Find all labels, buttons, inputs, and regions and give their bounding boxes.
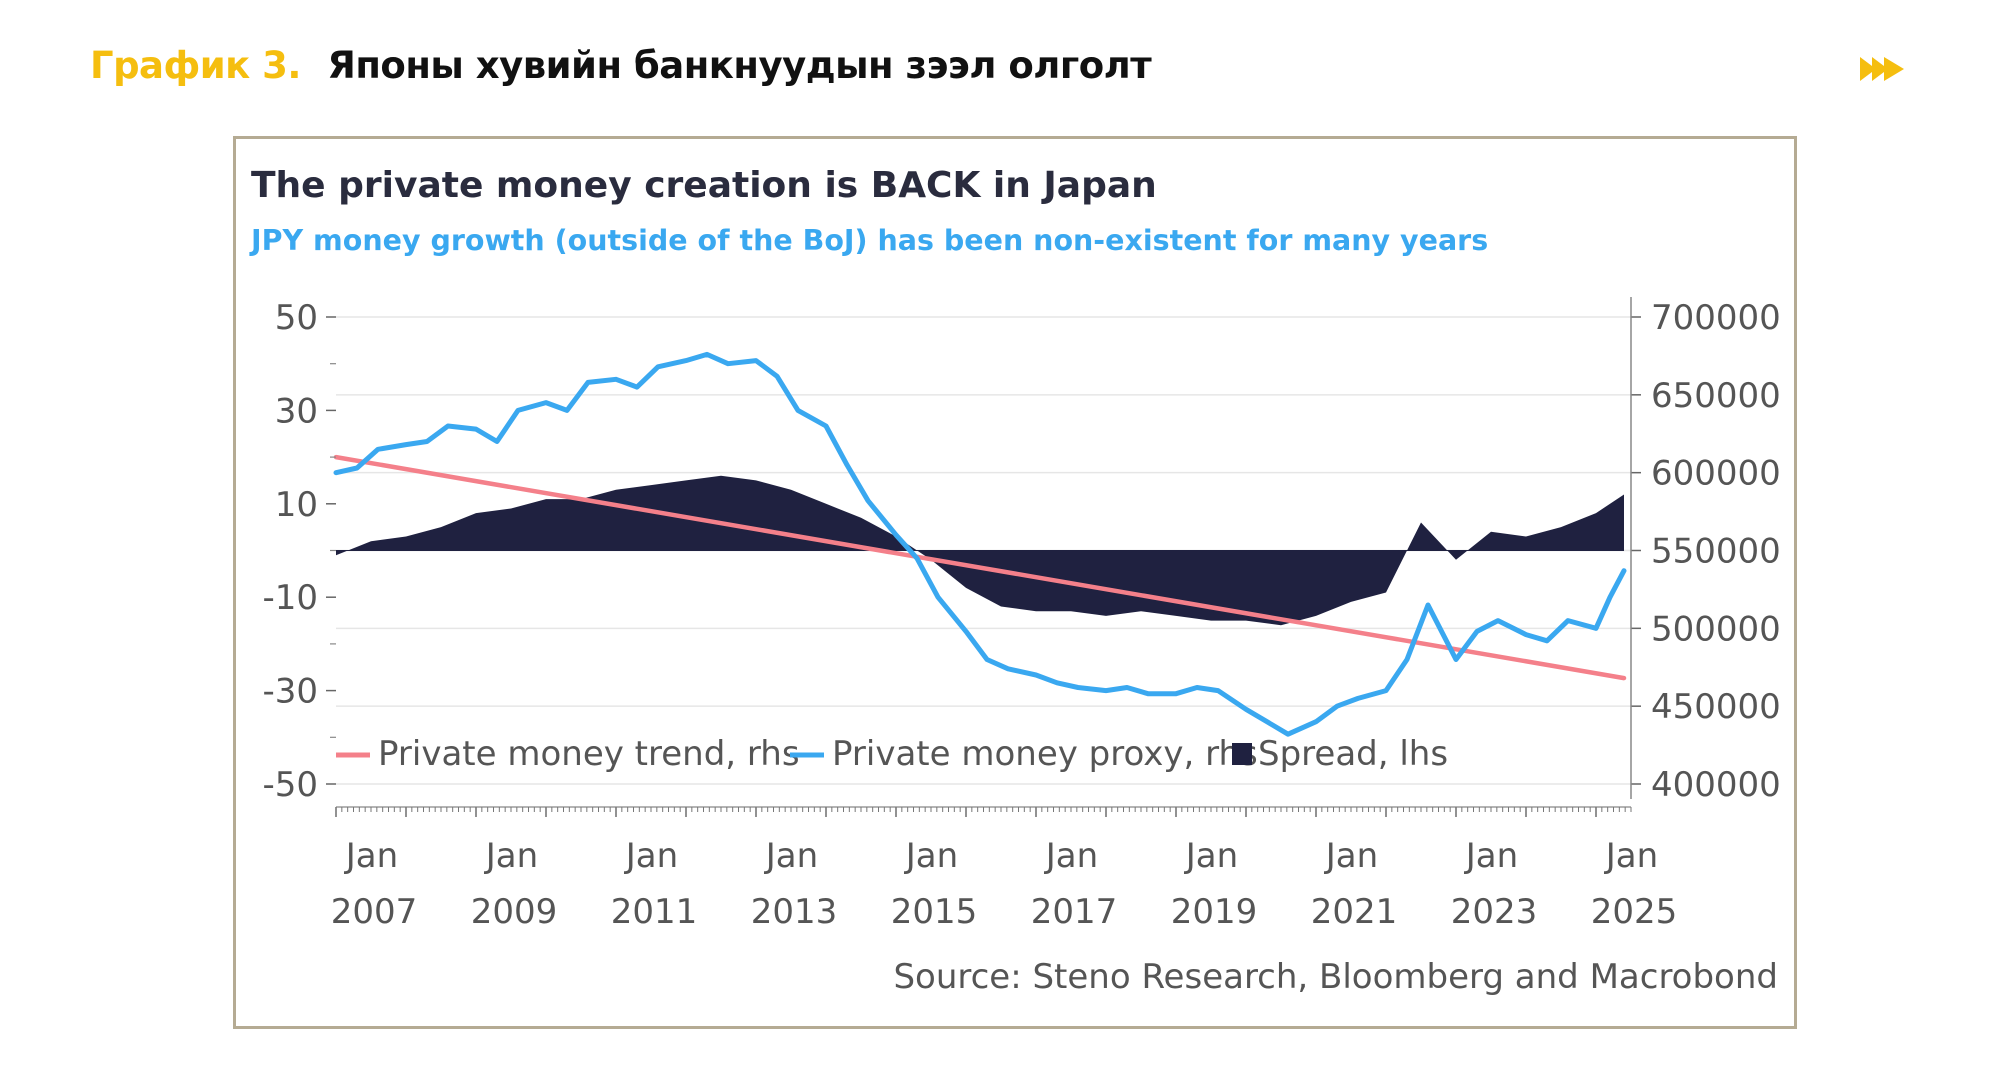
series-line [333, 351, 1627, 737]
right-axis-tick-label: 600000 [1651, 454, 1781, 494]
chart-frame: The private money creation is BACK in Ja… [233, 136, 1797, 1029]
legend-swatch [1232, 743, 1252, 765]
x-axis-tick-label-year: 2017 [1031, 892, 1118, 932]
x-axis-tick-label-year: 2025 [1591, 892, 1678, 932]
chart-title: The private money creation is BACK in Ja… [251, 165, 1157, 206]
x-axis-tick-label-month: Jan [1044, 836, 1098, 876]
right-axis-tick-label: 550000 [1651, 532, 1781, 572]
right-axis-tick-label: 700000 [1651, 298, 1781, 338]
x-axis-tick-label-year: 2023 [1451, 892, 1538, 932]
x-axis-tick-label-year: 2011 [611, 892, 698, 932]
right-axis-tick-label: 650000 [1651, 376, 1781, 416]
left-axis-tick-label: -30 [262, 672, 318, 712]
page-header: График 3. Японы хувийн банкнуудын зээл о… [90, 44, 1152, 87]
right-axis-tick-label: 500000 [1651, 609, 1781, 649]
series-lines [333, 351, 1627, 737]
fast-forward-icon [1860, 57, 1904, 81]
x-axis-tick-label-month: Jan [904, 836, 958, 876]
x-axis-tick-label-year: 2015 [891, 892, 978, 932]
x-axis-tick-label-year: 2013 [751, 892, 838, 932]
x-axis-tick-label-year: 2009 [471, 892, 558, 932]
x-axis-tick-label-month: Jan [624, 836, 678, 876]
legend: Private money trend, rhs Private money pr… [336, 734, 1448, 774]
left-axis-tick-label: -10 [262, 578, 318, 618]
x-axis-tick-label-month: Jan [764, 836, 818, 876]
x-axis-tick-label-month: Jan [344, 836, 398, 876]
left-axis-tick-label: 30 [275, 391, 318, 431]
chart-source: Source: Steno Research, Bloomberg and Ma… [893, 957, 1778, 997]
x-axis-tick-label-month: Jan [484, 836, 538, 876]
series-line [333, 454, 1627, 681]
x-axis-tick-label-month: Jan [1184, 836, 1238, 876]
right-axis-tick-label: 400000 [1651, 765, 1781, 805]
figure-number: График 3. [90, 44, 301, 87]
x-axis-tick-label-month: Jan [1324, 836, 1378, 876]
left-axis-tick-label: 50 [275, 298, 318, 338]
x-axis-tick-label-month: Jan [1604, 836, 1658, 876]
left-axis-tick-label: 10 [275, 485, 318, 525]
spread-area [336, 475, 1624, 626]
left-axis-tick-label: -50 [262, 765, 318, 805]
x-axis-tick-label-year: 2007 [331, 892, 418, 932]
legend-label: Spread, lhs [1258, 734, 1448, 774]
x-axis-tick-label-month: Jan [1464, 836, 1518, 876]
page-title: Японы хувийн банкнуудын зээл олголт [327, 44, 1152, 87]
x-axis-tick-label-year: 2021 [1311, 892, 1398, 932]
chart: The private money creation is BACK in Ja… [249, 165, 1781, 997]
chart-subtitle: JPY money growth (outside of the BoJ) ha… [249, 224, 1488, 257]
x-axis-tick-label-year: 2019 [1171, 892, 1258, 932]
legend-label: Private money proxy, rhs [832, 734, 1258, 774]
legend-label: Private money trend, rhs [378, 734, 800, 774]
right-axis-tick-label: 450000 [1651, 687, 1781, 727]
axes: 700000 650000 600000 550000 500000 450000 4000… [262, 297, 1781, 932]
